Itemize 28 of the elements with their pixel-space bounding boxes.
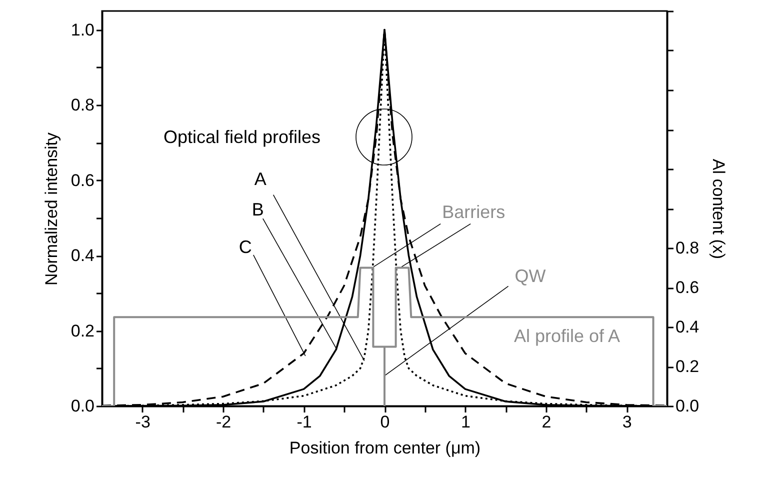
x-tick-label: 3 <box>622 412 632 432</box>
y-tick-label: 1.0 <box>70 20 94 40</box>
y-tick-label: 0.2 <box>70 321 94 340</box>
x-tick-label: -2 <box>216 412 232 432</box>
annotation: Barriers <box>442 202 506 222</box>
annotation: Al profile of A <box>514 326 620 346</box>
y-tick-label: 0.4 <box>70 246 94 266</box>
x-tick-label: 0 <box>380 412 390 432</box>
annotation: A <box>254 168 266 189</box>
y-axis-title: Normalized intensity <box>42 132 61 286</box>
x-tick-label: 2 <box>542 412 552 432</box>
y-tick-label: 0.0 <box>70 396 94 416</box>
y-tick-label: 0.6 <box>70 170 94 190</box>
annotation: C <box>238 236 252 257</box>
annotation: Optical field profiles <box>163 127 321 147</box>
x-tick-label: -3 <box>135 412 150 432</box>
y2-tick-label: 0.4 <box>676 318 700 336</box>
x-tick-label: -1 <box>296 412 312 432</box>
y2-axis-title: Al content (x) <box>709 158 728 260</box>
x-tick-label: 1 <box>460 412 470 432</box>
annotation: B <box>252 200 264 220</box>
y2-tick-label: 0.6 <box>676 278 700 297</box>
annotation: QW <box>514 266 546 286</box>
y-tick-label: 0.8 <box>70 96 94 115</box>
y2-tick-label: 0.8 <box>676 238 700 258</box>
x-axis-title: Position from center (μm) <box>289 438 481 458</box>
y2-tick-label: 0.0 <box>676 396 700 416</box>
y2-tick-label: 0.2 <box>676 357 700 376</box>
